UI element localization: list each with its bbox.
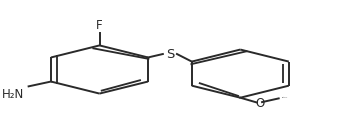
Text: S: S (166, 48, 174, 60)
Text: F: F (96, 19, 103, 32)
Text: O: O (255, 97, 264, 110)
Text: methoxy: methoxy (282, 96, 288, 98)
Text: H₂N: H₂N (2, 88, 25, 101)
